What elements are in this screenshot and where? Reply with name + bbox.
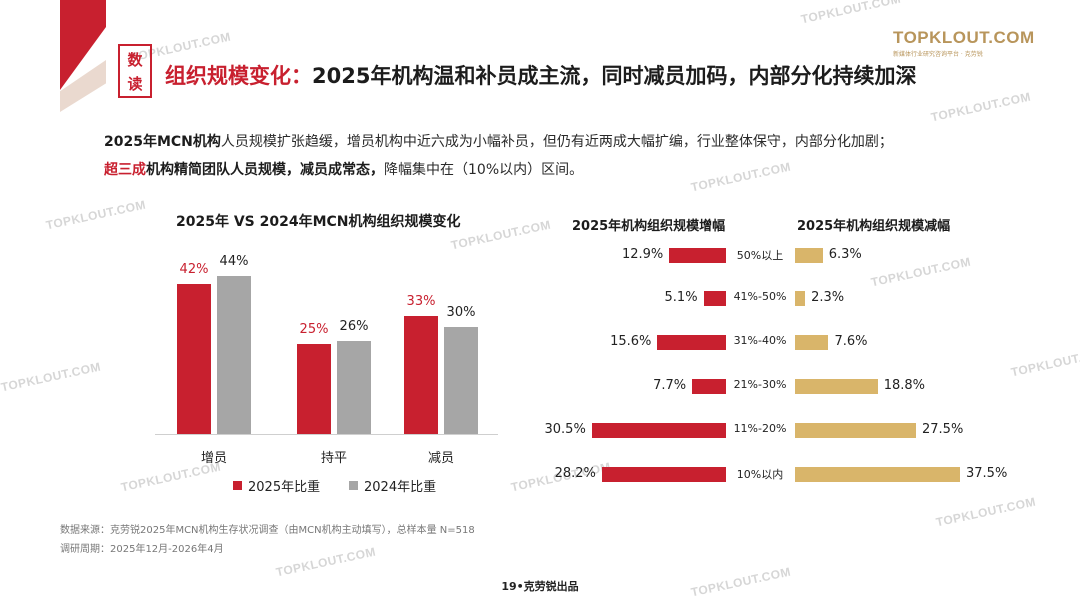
decrease-value-label: 37.5% xyxy=(966,466,1008,481)
watermark: TOPKLOUT.COM xyxy=(869,254,973,290)
watermark: TOPKLOUT.COM xyxy=(799,0,903,27)
range-label: 11%-20% xyxy=(733,422,787,435)
increase-value-label: 7.7% xyxy=(653,378,687,393)
watermark: TOPKLOUT.COM xyxy=(0,359,103,395)
decrease-value-label: 7.6% xyxy=(834,334,868,349)
summary-line2-bold: 机构精简团队人员规模，减员成常态， xyxy=(146,162,384,178)
bar-2024-1 xyxy=(217,276,251,434)
watermark: TOPKLOUT.COM xyxy=(44,197,148,233)
category-label: 减员 xyxy=(427,451,454,466)
decrease-bar xyxy=(795,379,878,394)
logo-text: TOPKLOUT.COM xyxy=(893,28,1035,47)
range-label: 21%-30% xyxy=(733,378,787,391)
range-label: 10%以内 xyxy=(736,468,784,481)
x-axis-line xyxy=(155,434,498,435)
bar-value-label: 42% xyxy=(179,261,209,277)
badge-char-1: 数 xyxy=(127,51,143,69)
increase-value-label: 30.5% xyxy=(544,422,586,437)
summary-line-2: 超三成机构精简团队人员规模，减员成常态，降幅集中在（10%以内）区间。 xyxy=(104,159,1004,179)
section-badge: 数 读 xyxy=(118,44,152,98)
increase-chart-title: 2025年机构组织规模增幅 xyxy=(572,219,726,234)
decrease-bar xyxy=(795,291,806,306)
summary-line-1: 2025年MCN机构人员规模扩张趋缓，增员机构中近六成为小幅补员，但仍有近两成大… xyxy=(104,131,1004,151)
watermark: TOPKLOUT.COM xyxy=(449,217,553,253)
bar-value-label: 26% xyxy=(339,318,369,334)
increase-value-label: 5.1% xyxy=(664,290,698,305)
legend-item-2025: 2025年比重 xyxy=(233,476,320,495)
badge-char-2: 读 xyxy=(127,75,143,93)
bar-2025-2 xyxy=(297,344,331,434)
page-title: 组织规模变化：2025年机构温和补员成主流，同时减员加码，内部分化持续加深 xyxy=(165,60,916,90)
decrease-bar xyxy=(795,423,916,438)
category-label: 增员 xyxy=(200,451,227,466)
legend-item-2024: 2024年比重 xyxy=(349,476,436,495)
increase-bar xyxy=(601,467,726,482)
decrease-bar xyxy=(795,335,829,350)
decrease-value-label: 18.8% xyxy=(883,378,926,393)
decrease-value-label: 2.3% xyxy=(811,290,845,305)
increase-value-label: 12.9% xyxy=(621,247,664,262)
logo-subtitle: 新媒体行业研究咨询平台 · 克劳锐 xyxy=(893,51,983,58)
legend-label: 2025年比重 xyxy=(248,480,321,495)
decrease-bar xyxy=(795,467,960,482)
page-title-highlight: 组织规模变化： xyxy=(165,64,312,88)
increase-value-label: 15.6% xyxy=(610,334,652,349)
source-note: 数据来源：克劳锐2025年MCN机构生存状况调查（由MCN机构主动填写），总样本… xyxy=(60,525,475,536)
increase-bar xyxy=(657,335,726,350)
summary-line2-red: 超三成 xyxy=(104,162,146,178)
range-label: 41%-50% xyxy=(733,290,787,303)
watermark: TOPKLOUT.COM xyxy=(929,89,1033,125)
bar-value-label: 33% xyxy=(406,293,436,309)
decrease-chart-title: 2025年机构组织规模减幅 xyxy=(797,219,951,234)
watermark: TOPKLOUT.COM xyxy=(1009,344,1080,380)
bar-value-label: 44% xyxy=(219,254,249,270)
summary-line1-bold: 2025年MCN机构 xyxy=(104,134,221,150)
summary-line2-rest: 降幅集中在（10%以内）区间。 xyxy=(384,162,584,178)
summary-line1-rest: 人员规模扩张趋缓，增员机构中近六成为小幅补员，但仍有近两成大幅扩编，行业整体保守… xyxy=(220,134,893,150)
increase-bar xyxy=(692,379,726,394)
bar-2025-1 xyxy=(177,283,211,434)
period-note: 调研周期：2025年12月-2026年4月 xyxy=(60,544,224,555)
category-label: 持平 xyxy=(320,451,347,466)
legend-swatch xyxy=(233,481,242,490)
decrease-bar xyxy=(795,248,823,263)
bar-2025-3 xyxy=(404,315,438,434)
bar-2024-2 xyxy=(337,340,371,434)
brand-logo: TOPKLOUT.COM 新媒体行业研究咨询平台 · 克劳锐 xyxy=(893,28,1035,58)
legend-label: 2024年比重 xyxy=(364,480,437,495)
bar-value-label: 30% xyxy=(446,304,476,320)
decrease-value-label: 27.5% xyxy=(922,422,964,437)
watermark: TOPKLOUT.COM xyxy=(274,544,378,580)
bar-2024-3 xyxy=(444,326,478,434)
increase-value-label: 28.2% xyxy=(554,466,596,481)
decrease-value-label: 6.3% xyxy=(828,247,862,262)
bar-value-label: 25% xyxy=(299,322,329,338)
watermark: TOPKLOUT.COM xyxy=(934,494,1038,530)
range-label: 31%-40% xyxy=(733,334,787,347)
increase-bar xyxy=(669,248,726,263)
legend-swatch xyxy=(349,481,358,490)
increase-bar xyxy=(591,423,726,438)
page-number: 19•克劳锐出品 xyxy=(501,580,579,593)
left-chart-title: 2025年 VS 2024年MCN机构组织规模变化 xyxy=(176,214,461,230)
page-title-rest: 2025年机构温和补员成主流，同时减员加码，内部分化持续加深 xyxy=(312,64,917,88)
range-label: 50%以上 xyxy=(736,249,784,262)
increase-bar xyxy=(703,291,726,306)
